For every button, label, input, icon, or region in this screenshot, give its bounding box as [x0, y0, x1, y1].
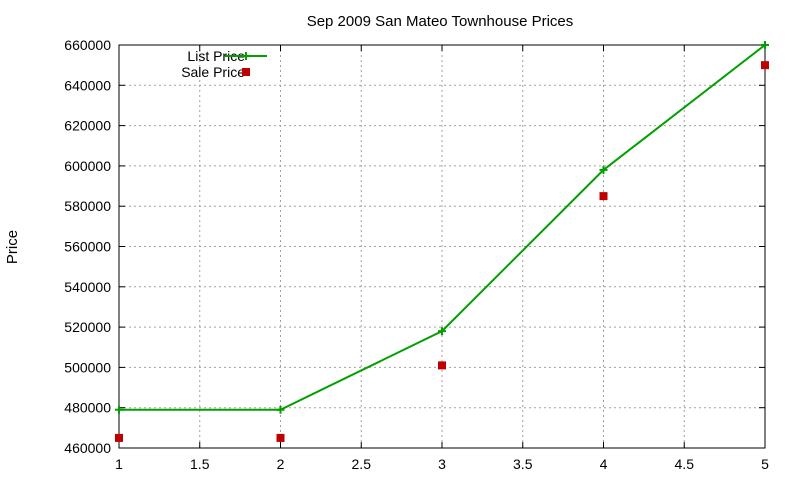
legend-marker — [242, 52, 250, 60]
y-axis-label: Price — [4, 230, 21, 264]
legend-label: List Price — [187, 48, 245, 64]
x-tick-label: 1 — [115, 456, 123, 472]
legend-label: Sale Price — [181, 64, 245, 80]
list-price-point — [115, 405, 123, 414]
sale-price-point — [599, 192, 608, 201]
y-tick-label: 620000 — [64, 118, 111, 134]
axis-ticks: 1 1.5 2 2.5 3 3.5 4 4.5 5 460000 480000 500000 52000… — [64, 37, 769, 472]
list-price-point — [599, 165, 608, 174]
list-price-point — [438, 327, 446, 336]
sale-price-point — [438, 361, 446, 370]
x-tick-label: 1.5 — [190, 456, 210, 472]
chart-title: Sep 2009 San Mateo Townhouse Prices — [307, 13, 574, 30]
sale-price-point — [761, 61, 769, 70]
x-tick-label: 2.5 — [352, 456, 372, 472]
list-price-point — [276, 405, 285, 414]
x-tick-label: 5 — [761, 456, 769, 472]
legend-marker — [242, 68, 250, 76]
y-tick-label: 480000 — [64, 400, 111, 416]
y-tick-label: 540000 — [64, 279, 111, 295]
x-tick-label: 3 — [438, 456, 446, 472]
grid — [119, 45, 765, 448]
y-tick-label: 460000 — [64, 440, 111, 456]
y-tick-label: 580000 — [64, 198, 111, 214]
x-tick-label: 4.5 — [675, 456, 695, 472]
y-tick-label: 520000 — [64, 319, 111, 335]
x-tick-label: 4 — [600, 456, 608, 472]
list-price-point — [761, 41, 769, 49]
y-tick-label: 660000 — [64, 37, 111, 53]
x-tick-label: 3.5 — [513, 456, 533, 472]
series — [115, 41, 769, 442]
sale-price-point — [115, 433, 123, 442]
x-tick-label: 2 — [277, 456, 285, 472]
y-tick-label: 640000 — [64, 77, 111, 93]
sale-price-point — [276, 433, 285, 442]
y-tick-label: 600000 — [64, 158, 111, 174]
y-tick-label: 500000 — [64, 359, 111, 375]
y-tick-label: 560000 — [64, 239, 111, 255]
